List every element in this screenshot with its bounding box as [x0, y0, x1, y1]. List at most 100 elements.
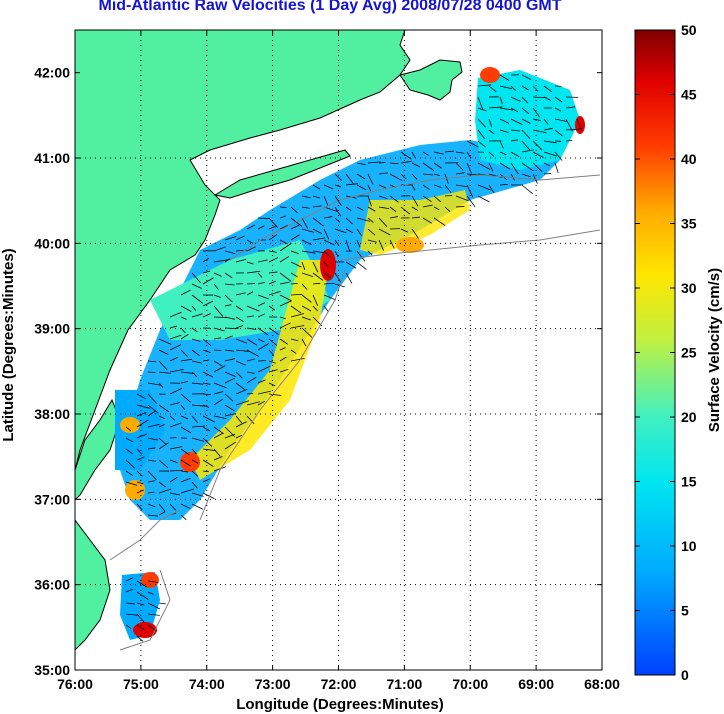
velocity-vector [169, 469, 183, 472]
velocity-vector [191, 338, 201, 342]
velocity-vector [499, 107, 513, 111]
y-axis-ticks: 42:00 41:00 40:00 39:00 38:00 37:00 36:00 35:00 [34, 65, 602, 678]
velocity-vector [180, 404, 186, 410]
velocity-vector [180, 327, 186, 334]
velocity-vector [301, 338, 307, 347]
velocity-vector [136, 456, 145, 461]
x-tick-label: 72:00 [321, 676, 357, 692]
velocity-vector [290, 234, 300, 241]
velocity-vector [213, 294, 221, 298]
velocity-vector [158, 424, 165, 428]
velocity-vector [444, 150, 454, 153]
velocity-vector [158, 360, 168, 371]
velocity-vector [158, 371, 171, 374]
velocity-vector [136, 393, 146, 400]
velocity-vector [147, 480, 156, 483]
velocity-vector [213, 391, 224, 395]
velocity-vector [125, 624, 132, 629]
velocity-vector [312, 184, 321, 190]
velocity-vector [235, 305, 244, 311]
velocity-vector [125, 437, 133, 443]
velocity-vector [191, 349, 200, 356]
velocity-vector [554, 162, 559, 174]
velocity-vector [554, 118, 567, 122]
velocity-vector [510, 118, 523, 125]
velocity-vector [169, 334, 182, 340]
velocity-vector [235, 258, 247, 263]
velocity-vector [279, 239, 288, 245]
x-tick-label: 71:00 [386, 676, 422, 692]
velocity-vector [411, 195, 419, 207]
velocity-vector [554, 96, 563, 103]
velocity-vector [136, 470, 143, 477]
velocity-vector [532, 162, 543, 172]
velocity-vector [246, 358, 255, 362]
velocity-vector [301, 206, 310, 209]
velocity-vector [499, 118, 510, 124]
velocity-vector [224, 272, 233, 279]
velocity-field-northeast [475, 70, 580, 170]
colorbar-tick-label: 15 [681, 474, 697, 490]
velocity-vector [125, 481, 138, 486]
velocity-vector [422, 162, 435, 171]
velocity-vector [312, 272, 324, 281]
velocity-hotspot [480, 67, 500, 83]
velocity-vector [543, 151, 557, 157]
velocity-vector [158, 503, 166, 512]
velocity-vector [136, 404, 151, 409]
velocity-vector [565, 118, 573, 132]
velocity-vector [257, 327, 269, 336]
velocity-vector [235, 434, 243, 439]
velocity-vector [510, 162, 519, 175]
velocity-vector [191, 448, 197, 455]
velocity-vector [147, 423, 160, 428]
velocity-vector [345, 173, 354, 185]
velocity-vector [323, 272, 331, 279]
velocity-vector [356, 228, 362, 236]
velocity-vector [422, 217, 432, 224]
velocity-vector [290, 261, 302, 268]
velocity-vector [268, 280, 276, 285]
velocity-vector [532, 173, 538, 184]
velocity-vector [191, 283, 202, 289]
velocity-vector [180, 448, 190, 456]
velocity-vector [521, 149, 534, 153]
velocity-vector [499, 96, 503, 105]
velocity-vector [147, 393, 158, 404]
velocity-vector [290, 305, 302, 314]
velocity-vector [147, 459, 157, 462]
velocity-vector [213, 456, 223, 461]
velocity-vector [235, 338, 248, 344]
velocity-vector [246, 349, 259, 357]
velocity-vector [180, 470, 189, 473]
velocity-vector [213, 365, 226, 373]
velocity-vector [147, 503, 156, 508]
velocity-vector [257, 225, 265, 230]
velocity-vector [323, 239, 335, 246]
velocity-vector [521, 74, 532, 80]
velocity-vector [290, 357, 305, 362]
velocity-vector [323, 261, 329, 267]
velocity-vector [136, 433, 148, 439]
velocity-vector [202, 459, 214, 467]
colorbar [634, 29, 676, 676]
velocity-vector [565, 128, 580, 131]
velocity-vector [301, 294, 312, 303]
velocity-vector [180, 514, 187, 520]
velocity-vector [147, 613, 160, 616]
velocity-vector [499, 74, 510, 81]
velocity-vector [158, 349, 169, 355]
velocity-vector [477, 140, 486, 148]
velocity-vector [367, 206, 376, 212]
velocity-vector [191, 294, 204, 304]
velocity-vector [290, 293, 303, 296]
velocity-vector [532, 118, 541, 121]
velocity-vector [202, 492, 215, 499]
velocity-vector [378, 217, 388, 227]
velocity-vector [213, 305, 224, 317]
velocity-vector [180, 503, 191, 509]
velocity-vector [345, 217, 353, 225]
x-tick-label: 75:00 [123, 676, 159, 692]
velocity-vector [180, 426, 192, 434]
velocity-vector [202, 338, 212, 347]
